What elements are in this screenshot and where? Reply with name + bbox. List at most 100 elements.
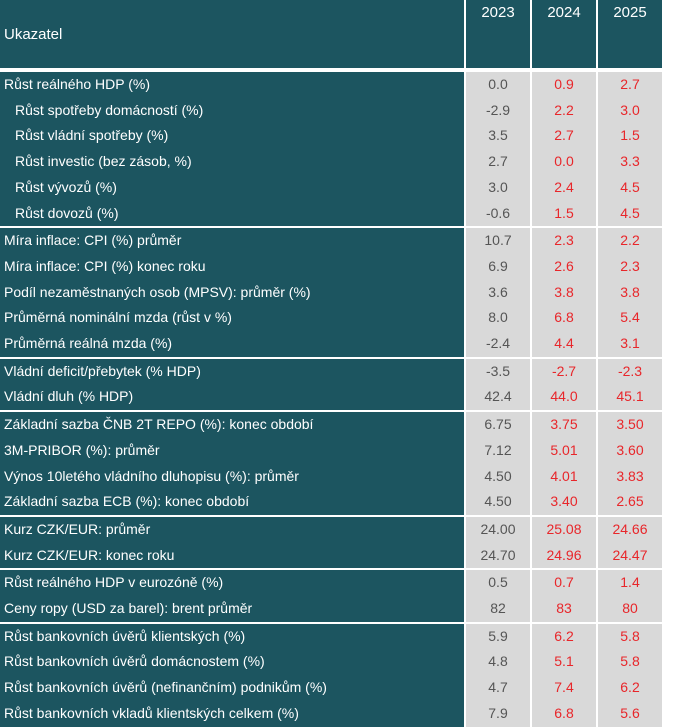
value-2025: 45.1 xyxy=(596,384,662,411)
row-label: Míra inflace: CPI (%) konec roku xyxy=(0,253,464,280)
value-2025: 5.8 xyxy=(596,649,662,676)
value-2023: 4.8 xyxy=(464,649,530,676)
value-2024: 7.4 xyxy=(530,675,596,701)
table-row: Růst dovozů (%) -0.6 1.5 4.5 xyxy=(0,200,662,227)
value-2025: 80 xyxy=(596,596,662,622)
value-2025: 1.4 xyxy=(596,568,662,597)
row-label: Průměrná reálná mzda (%) xyxy=(0,331,464,357)
value-2024: 83 xyxy=(530,596,596,622)
value-2023: 6.75 xyxy=(464,410,530,438)
value-2023: -2.4 xyxy=(464,331,530,357)
value-2025: 1.5 xyxy=(596,123,662,150)
column-header-year-2024: 2024 xyxy=(530,0,596,68)
value-2025: 3.0 xyxy=(596,97,662,124)
value-2024: 44.0 xyxy=(530,384,596,411)
table-row: Růst reálného HDP (%) 0.0 0.9 2.7 xyxy=(0,72,662,98)
value-2023: 4.50 xyxy=(464,463,530,490)
value-2025: 2.3 xyxy=(596,253,662,280)
table-row: Vládní dluh (% HDP) 42.4 44.0 45.1 xyxy=(0,384,662,411)
row-label: Růst dovozů (%) xyxy=(0,200,464,227)
value-2024: 1.5 xyxy=(530,200,596,227)
row-label: Výnos 10letého vládního dluhopisu (%): p… xyxy=(0,463,464,490)
value-2023: 82 xyxy=(464,596,530,622)
value-2024: -2.7 xyxy=(530,356,596,385)
row-label: Růst bankovních úvěrů (nefinančním) podn… xyxy=(0,675,464,701)
row-label: Růst investic (bez zásob, %) xyxy=(0,149,464,175)
value-2024: 4.4 xyxy=(530,331,596,357)
value-2024: 3.8 xyxy=(530,279,596,306)
table-row: Míra inflace: CPI (%) průměr 10.7 2.3 2.2 xyxy=(0,226,662,254)
table-row: Kurz CZK/EUR: průměr 24.00 25.08 24.66 xyxy=(0,514,662,543)
value-2025: 24.47 xyxy=(596,542,662,569)
row-label: Základní sazba ECB (%): konec období xyxy=(0,489,464,515)
value-2025: 5.6 xyxy=(596,700,662,727)
table-row: Výnos 10letého vládního dluhopisu (%): p… xyxy=(0,463,662,490)
value-2025: 6.2 xyxy=(596,675,662,701)
value-2025: 4.5 xyxy=(596,174,662,201)
value-2025: 5.4 xyxy=(596,305,662,332)
value-2023: 2.7 xyxy=(464,149,530,175)
row-label: Růst bankovních vkladů klientských celke… xyxy=(0,700,464,727)
table-row: Růst vývozů (%) 3.0 2.4 4.5 xyxy=(0,174,662,201)
row-label: Podíl nezaměstnaných osob (MPSV): průměr… xyxy=(0,279,464,306)
value-2024: 25.08 xyxy=(530,514,596,543)
row-label: Vládní deficit/přebytek (% HDP) xyxy=(0,356,464,385)
value-2023: 10.7 xyxy=(464,226,530,254)
value-2023: -3.5 xyxy=(464,356,530,385)
row-label: Růst reálného HDP (%) xyxy=(0,72,464,98)
table-row: Růst spotřeby domácností (%) -2.9 2.2 3.0 xyxy=(0,97,662,124)
value-2025: 3.8 xyxy=(596,279,662,306)
value-2024: 2.4 xyxy=(530,174,596,201)
header-row: Ukazatel 2023 2024 2025 xyxy=(0,0,662,68)
value-2024: 24.96 xyxy=(530,542,596,569)
value-2024: 0.9 xyxy=(530,72,596,98)
column-header-year-2023: 2023 xyxy=(464,0,530,68)
table-row: Růst bankovních úvěrů klientských (%) 5.9… xyxy=(0,621,662,650)
row-label: Průměrná nominální mzda (růst v %) xyxy=(0,305,464,332)
value-2023: 3.0 xyxy=(464,174,530,201)
value-2024: 6.8 xyxy=(530,700,596,727)
value-2024: 5.01 xyxy=(530,437,596,464)
value-2023: 7.12 xyxy=(464,437,530,464)
value-2025: 3.60 xyxy=(596,437,662,464)
value-2025: 2.7 xyxy=(596,72,662,98)
row-label: 3M-PRIBOR (%): průměr xyxy=(0,437,464,464)
row-label: Ceny ropy (USD za barel): brent průměr xyxy=(0,596,464,622)
value-2025: 2.65 xyxy=(596,489,662,515)
value-2023: 4.50 xyxy=(464,489,530,515)
value-2023: 0.5 xyxy=(464,568,530,597)
table-row: Růst bankovních vkladů klientských celke… xyxy=(0,700,662,727)
table-row: Základní sazba ECB (%): konec období 4.50… xyxy=(0,489,662,515)
row-label: Míra inflace: CPI (%) průměr xyxy=(0,226,464,254)
value-2024: 4.01 xyxy=(530,463,596,490)
value-2024: 2.7 xyxy=(530,123,596,150)
row-label: Vládní dluh (% HDP) xyxy=(0,384,464,411)
value-2025: 24.66 xyxy=(596,514,662,543)
value-2024: 2.3 xyxy=(530,226,596,254)
row-label: Růst bankovních úvěrů domácnostem (%) xyxy=(0,649,464,676)
value-2024: 0.7 xyxy=(530,568,596,597)
value-2025: 3.1 xyxy=(596,331,662,357)
value-2023: 24.70 xyxy=(464,542,530,569)
value-2025: 3.50 xyxy=(596,410,662,438)
column-header-year-2025: 2025 xyxy=(596,0,662,68)
value-2024: 2.2 xyxy=(530,97,596,124)
table-row: Růst investic (bez zásob, %) 2.7 0.0 3.3 xyxy=(0,149,662,175)
table-row: Průměrná reálná mzda (%) -2.4 4.4 3.1 xyxy=(0,331,662,357)
row-label: Růst reálného HDP v eurozóně (%) xyxy=(0,568,464,597)
table-row: Vládní deficit/přebytek (% HDP) -3.5 -2.7-… xyxy=(0,356,662,385)
value-2023: 5.9 xyxy=(464,621,530,650)
value-2024: 5.1 xyxy=(530,649,596,676)
value-2023: 6.9 xyxy=(464,253,530,280)
row-label: Kurz CZK/EUR: konec roku xyxy=(0,542,464,569)
table-row: Ceny ropy (USD za barel): brent průměr 82… xyxy=(0,596,662,622)
value-2023: 0.0 xyxy=(464,72,530,98)
row-label: Základní sazba ČNB 2T REPO (%): konec ob… xyxy=(0,410,464,438)
column-header-indicator: Ukazatel xyxy=(0,0,464,68)
value-2023: 7.9 xyxy=(464,700,530,727)
row-label: Růst bankovních úvěrů klientských (%) xyxy=(0,621,464,650)
value-2023: -2.9 xyxy=(464,97,530,124)
row-label: Růst vládní spotřeby (%) xyxy=(0,123,464,150)
row-label: Kurz CZK/EUR: průměr xyxy=(0,514,464,543)
